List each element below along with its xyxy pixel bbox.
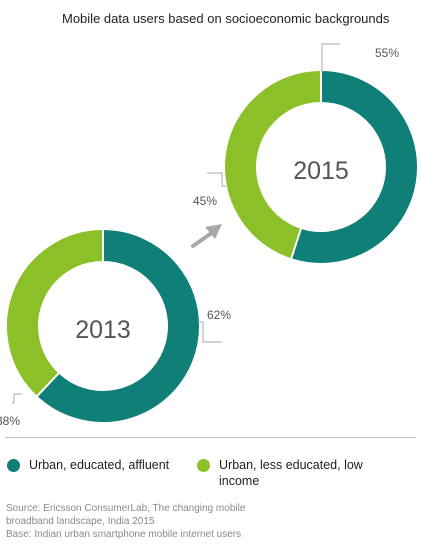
donut-2015-segment-low-income: [225, 71, 322, 259]
legend-swatch-affluent: [7, 459, 20, 472]
leader-line-2015-low-income: [207, 172, 226, 187]
label-2013-low-income: 38%: [0, 414, 20, 428]
chart-title: Mobile data users based on socioeconomic…: [62, 11, 390, 26]
legend-label-low-income: Urban, less educated, low income: [219, 458, 363, 488]
donut-2013-segment-affluent: [37, 230, 199, 422]
source-line-1: Source: Ericsson ConsumerLab, The changi…: [6, 503, 246, 514]
donut-2015-separator: [290, 228, 302, 259]
leader-line-2015-affluent: [321, 43, 340, 72]
donut-2013: 2013: [7, 230, 199, 422]
legend-label-affluent: Urban, educated, affluent: [29, 458, 170, 472]
legend-swatch-low-income: [197, 459, 210, 472]
donut-2015: 2015: [225, 71, 417, 263]
divider: [5, 437, 416, 438]
source-note: Source: Ericsson ConsumerLab, The changi…: [6, 502, 245, 541]
donut-2015-year-label: 2015: [293, 157, 349, 185]
donut-2015-segment-affluent: [291, 71, 417, 263]
donut-charts: 2013 2015 62% 38% 55% 45%: [0, 43, 417, 428]
label-2015-affluent: 55%: [375, 46, 399, 60]
legend-item-low-income: Urban, less educated, low income: [197, 457, 369, 489]
source-line-3: Base: Indian urban smartphone mobile int…: [6, 529, 242, 540]
donut-2013-year-label: 2013: [75, 316, 131, 344]
donut-2013-separator: [36, 372, 60, 397]
label-2013-affluent: 62%: [207, 308, 231, 322]
growth-arrow-icon: [191, 224, 222, 248]
legend-item-affluent: Urban, educated, affluent: [7, 457, 169, 473]
label-2015-low-income: 45%: [193, 194, 217, 208]
source-line-2: broadband landscape, India 2015: [6, 516, 155, 527]
donut-2013-segment-low-income: [7, 230, 104, 396]
leader-line-2013-affluent: [198, 321, 222, 343]
leader-line-2013-low-income: [12, 393, 22, 404]
